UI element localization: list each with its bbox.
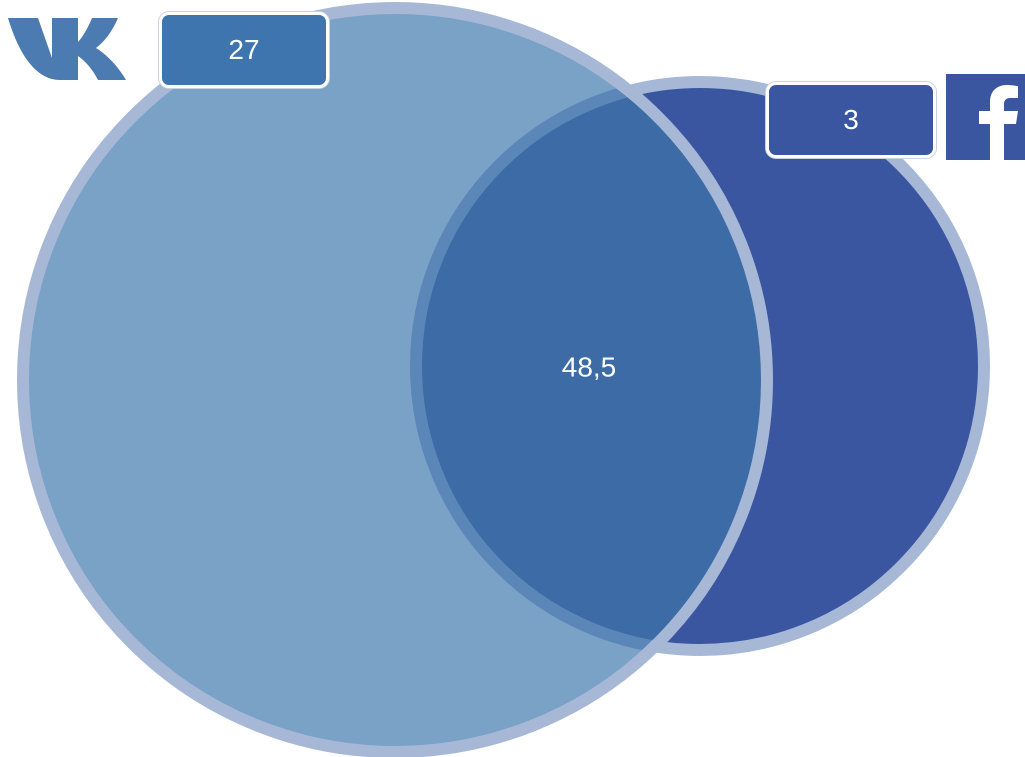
facebook-value: 3 bbox=[843, 104, 859, 135]
overlap-value: 48,5 bbox=[562, 351, 617, 382]
facebook-value-badge: 3 bbox=[766, 82, 936, 158]
facebook-logo-icon bbox=[946, 74, 1025, 160]
vk-logo-icon bbox=[8, 18, 126, 80]
vk-value-badge: 27 bbox=[159, 12, 329, 88]
vk-circle-outline bbox=[17, 2, 773, 757]
vk-value: 27 bbox=[228, 34, 260, 65]
